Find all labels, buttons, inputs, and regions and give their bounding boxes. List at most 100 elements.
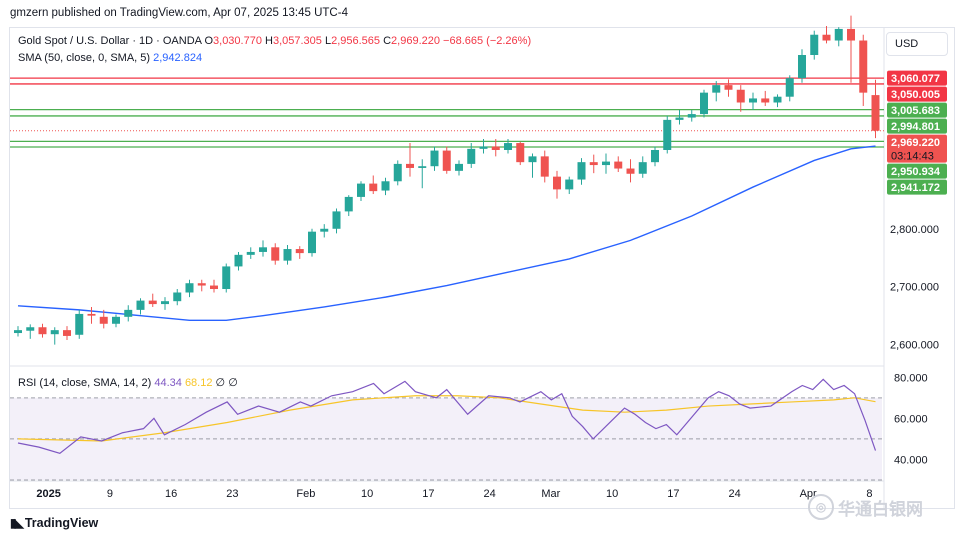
rsi-legend[interactable]: RSI (14, close, SMA, 14, 2) 44.34 68.12 …: [18, 376, 238, 389]
candle-body-51: [638, 162, 647, 174]
level-tag-2-bg: [887, 102, 947, 118]
level-tag-3-bg: [887, 118, 947, 134]
level-tag-3: 2,994.801: [891, 121, 940, 133]
level-tag-1: 3,050.005: [891, 89, 940, 101]
symbol-legend[interactable]: Gold Spot / U.S. Dollar · 1D · OANDA O3,…: [18, 35, 531, 47]
close-label: C: [383, 35, 392, 47]
candle-body-34: [430, 150, 439, 167]
watermark-logo-icon: ◎: [808, 494, 834, 520]
last-price-tag: 2,969.220: [891, 137, 940, 149]
tradingview-brand-text: TradingView: [24, 516, 99, 530]
rsi-label: RSI (14, close, SMA, 14, 2): [18, 377, 152, 389]
candle-body-55: [687, 114, 696, 118]
level-tag-5-bg: [887, 179, 947, 195]
candle-body-56: [700, 92, 708, 115]
rsi-tick-label: 40.000: [894, 454, 928, 466]
change-value: −68.665 (−2.26%): [443, 35, 532, 47]
candle-body-12: [161, 301, 169, 305]
time-tick-label: 9: [107, 488, 113, 500]
candle-body-53: [663, 119, 672, 150]
candle-body-37: [467, 148, 476, 164]
candle-body-49: [614, 161, 623, 169]
candle-body-2: [38, 327, 47, 335]
candle-body-50: [626, 168, 635, 174]
rsi-value: 44.34: [154, 377, 182, 389]
price-tick-label: 2,700.000: [890, 282, 939, 294]
high-value: 3,057.305: [272, 35, 322, 47]
candle-body-19: [246, 251, 255, 255]
published-by-line: gmzern published on TradingView.com, Apr…: [10, 7, 348, 19]
candle-body-38: [479, 146, 488, 149]
rsi-tick-label: 80.000: [894, 372, 928, 384]
candle-body-14: [185, 283, 194, 293]
time-tick-label: 17: [667, 488, 679, 500]
candle-body-24: [308, 231, 316, 254]
time-tick-label: 8: [866, 488, 872, 500]
candle-body-7: [99, 316, 108, 324]
candle-body-35: [442, 150, 451, 171]
candle-body-9: [124, 309, 133, 317]
rsi-tick-label: 60.000: [894, 413, 928, 425]
candle-body-61: [761, 98, 770, 103]
candle-body-30: [381, 181, 390, 191]
rsi-line: [17, 378, 877, 454]
candle-body-28: [357, 183, 365, 197]
time-tick-label: Feb: [296, 488, 315, 500]
level-tag-4-bg: [887, 163, 947, 179]
candle-body-40: [504, 143, 512, 150]
candle-body-36: [455, 163, 463, 171]
close-value: 2,969.220: [391, 35, 440, 47]
candle-body-48: [602, 161, 610, 166]
time-tick-label: 23: [226, 488, 238, 500]
price-tick-label: 2,600.000: [890, 340, 939, 352]
candle-body-44: [553, 176, 561, 190]
candle-body-60: [749, 98, 757, 103]
candle-body-29: [369, 183, 378, 192]
candle-body-26: [332, 211, 341, 229]
candle-body-57: [712, 85, 721, 93]
time-tick-label: 24: [729, 488, 741, 500]
candle-body-68: [847, 28, 855, 41]
candle-body-63: [785, 78, 794, 97]
time-tick-label: 2025: [36, 488, 60, 500]
candle-body-17: [222, 266, 231, 290]
candle-body-69: [859, 40, 868, 93]
sma-legend[interactable]: SMA (50, close, 0, SMA, 5) 2,942.824: [18, 52, 202, 64]
candle-body-66: [822, 34, 831, 41]
candle-body-1: [26, 327, 35, 331]
rsi-extra-2: ∅: [228, 377, 238, 389]
time-tick-label: 17: [422, 488, 434, 500]
candle-body-8: [112, 316, 120, 324]
low-label: L: [324, 35, 332, 47]
chart-frame: [9, 27, 955, 509]
open-label: O: [204, 35, 214, 47]
currency-button[interactable]: USD: [886, 32, 948, 56]
candle-body-22: [283, 249, 292, 261]
tradingview-logo[interactable]: ▮◣ TradingView: [10, 516, 98, 530]
tradingview-mark-icon: ▮◣: [10, 516, 24, 530]
candle-body-43: [540, 156, 549, 177]
low-value: 2,956.565: [331, 35, 381, 47]
candle-body-13: [173, 292, 182, 302]
candle-body-6: [87, 313, 96, 316]
time-tick-label: 24: [484, 488, 496, 500]
candle-body-32: [406, 163, 414, 168]
candle-body-54: [675, 117, 684, 120]
candle-body-67: [834, 28, 843, 41]
sma-value: 2,942.824: [153, 52, 203, 64]
candle-body-23: [295, 249, 304, 254]
candle-body-16: [210, 285, 218, 290]
candle-body-15: [197, 283, 206, 286]
candle-body-65: [810, 34, 819, 55]
candle-body-41: [516, 143, 525, 163]
candle-body-64: [798, 55, 806, 79]
open-value: 3,030.770: [213, 35, 262, 47]
sma50-line: [17, 145, 876, 321]
candle-body-21: [271, 247, 280, 261]
candle-body-4: [63, 330, 71, 336]
level-tag-1-bg: [887, 86, 947, 102]
candle-body-11: [148, 300, 157, 305]
candle-body-45: [565, 179, 574, 190]
price-tick-label: 2,800.000: [890, 224, 939, 236]
